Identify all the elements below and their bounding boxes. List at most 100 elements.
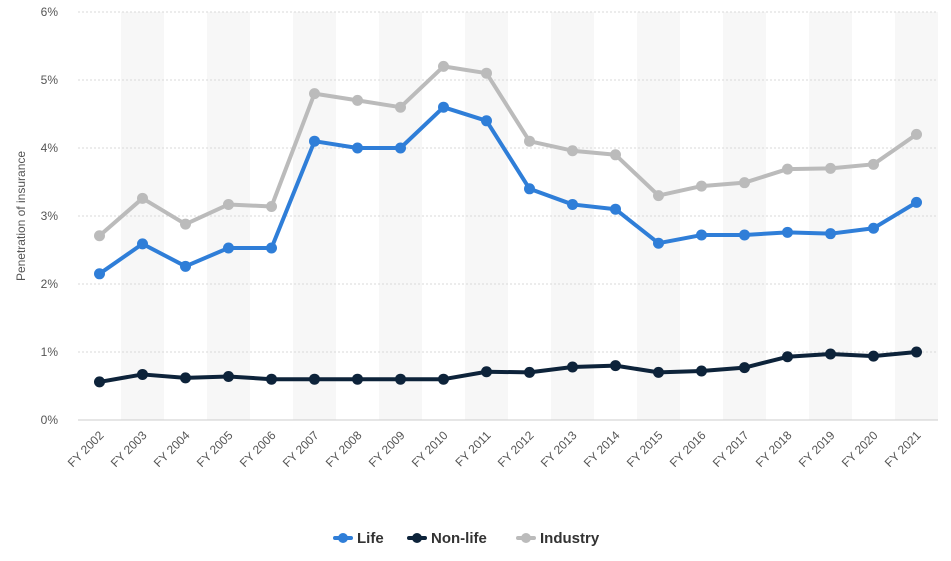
data-point-non-life[interactable] bbox=[782, 351, 793, 363]
data-point-life[interactable] bbox=[94, 268, 105, 280]
x-tick-label: FY 2014 bbox=[581, 428, 623, 470]
y-axis-ticks: 0% 1% 2% 3% 4% 5% 6% bbox=[41, 5, 59, 427]
series-non-life bbox=[94, 346, 922, 388]
data-point-non-life[interactable] bbox=[481, 366, 492, 378]
data-point-non-life[interactable] bbox=[653, 366, 664, 378]
data-point-life[interactable] bbox=[567, 198, 578, 210]
data-point-non-life[interactable] bbox=[352, 373, 363, 385]
x-tick-label: FY 2018 bbox=[753, 428, 795, 470]
x-tick-label: FY 2003 bbox=[108, 428, 150, 470]
data-point-non-life[interactable] bbox=[567, 361, 578, 373]
y-tick-label: 5% bbox=[41, 73, 59, 87]
data-point-industry[interactable] bbox=[137, 192, 148, 204]
data-point-industry[interactable] bbox=[567, 145, 578, 157]
data-point-life[interactable] bbox=[610, 203, 621, 215]
data-point-life[interactable] bbox=[395, 142, 406, 154]
y-axis-title: Penetration of insurance bbox=[14, 151, 28, 281]
x-tick-label: FY 2011 bbox=[452, 428, 493, 469]
data-point-life[interactable] bbox=[524, 183, 535, 195]
legend-item-life[interactable]: Life bbox=[333, 530, 384, 547]
y-tick-label: 3% bbox=[41, 209, 59, 223]
data-point-industry[interactable] bbox=[782, 163, 793, 175]
data-point-life[interactable] bbox=[309, 135, 320, 147]
legend: Life Non-life Industry bbox=[333, 530, 600, 547]
legend-item-industry[interactable]: Industry bbox=[516, 530, 600, 547]
x-tick-label: FY 2012 bbox=[495, 428, 537, 470]
series-group bbox=[94, 60, 922, 388]
data-point-non-life[interactable] bbox=[524, 366, 535, 378]
data-point-industry[interactable] bbox=[481, 67, 492, 79]
series-line-life bbox=[97, 105, 919, 276]
legend-swatch-marker bbox=[338, 533, 348, 543]
x-tick-label: FY 2019 bbox=[796, 428, 838, 470]
series-line-non-life bbox=[97, 350, 919, 384]
y-tick-label: 4% bbox=[41, 141, 59, 155]
data-point-non-life[interactable] bbox=[911, 346, 922, 358]
data-point-industry[interactable] bbox=[739, 177, 750, 189]
data-point-industry[interactable] bbox=[395, 101, 406, 113]
legend-item-non-life[interactable]: Non-life bbox=[407, 530, 487, 547]
x-tick-label: FY 2008 bbox=[323, 428, 365, 470]
data-point-life[interactable] bbox=[352, 142, 363, 154]
data-point-life[interactable] bbox=[223, 242, 234, 254]
data-point-industry[interactable] bbox=[696, 180, 707, 192]
data-point-non-life[interactable] bbox=[266, 373, 277, 385]
x-tick-label: FY 2007 bbox=[280, 428, 322, 470]
x-tick-label: FY 2004 bbox=[151, 428, 193, 470]
data-point-industry[interactable] bbox=[610, 149, 621, 161]
legend-label: Non-life bbox=[431, 530, 487, 547]
x-tick-label: FY 2016 bbox=[667, 428, 709, 470]
data-point-life[interactable] bbox=[782, 226, 793, 238]
x-tick-label: FY 2015 bbox=[624, 428, 666, 470]
data-point-non-life[interactable] bbox=[180, 372, 191, 384]
data-point-life[interactable] bbox=[739, 229, 750, 241]
y-tick-label: 1% bbox=[41, 345, 59, 359]
x-axis-ticks: FY 2002 FY 2003 FY 2004 FY 2005 FY 2006 FY 20… bbox=[65, 428, 924, 470]
data-point-life[interactable] bbox=[868, 222, 879, 234]
data-point-non-life[interactable] bbox=[223, 370, 234, 382]
data-point-non-life[interactable] bbox=[868, 350, 879, 362]
data-point-life[interactable] bbox=[438, 101, 449, 113]
series-life bbox=[94, 101, 922, 280]
gridlines bbox=[78, 11, 938, 421]
data-point-industry[interactable] bbox=[223, 198, 234, 210]
data-point-non-life[interactable] bbox=[825, 348, 836, 360]
series-industry bbox=[94, 60, 922, 242]
data-point-non-life[interactable] bbox=[696, 365, 707, 377]
data-point-non-life[interactable] bbox=[395, 373, 406, 385]
data-point-life[interactable] bbox=[481, 115, 492, 127]
data-point-life[interactable] bbox=[180, 260, 191, 272]
data-point-industry[interactable] bbox=[653, 190, 664, 202]
y-tick-label: 6% bbox=[41, 5, 59, 19]
data-point-non-life[interactable] bbox=[610, 360, 621, 372]
data-point-life[interactable] bbox=[911, 196, 922, 208]
data-point-industry[interactable] bbox=[868, 158, 879, 170]
data-point-non-life[interactable] bbox=[137, 368, 148, 380]
x-tick-label: FY 2010 bbox=[409, 428, 451, 470]
legend-swatch-marker bbox=[412, 533, 422, 543]
data-point-non-life[interactable] bbox=[309, 373, 320, 385]
data-point-life[interactable] bbox=[653, 237, 664, 249]
data-point-industry[interactable] bbox=[352, 94, 363, 106]
data-point-non-life[interactable] bbox=[739, 362, 750, 374]
data-point-industry[interactable] bbox=[309, 88, 320, 100]
legend-label: Industry bbox=[540, 530, 600, 547]
y-tick-label: 2% bbox=[41, 277, 59, 291]
data-point-life[interactable] bbox=[825, 228, 836, 240]
legend-label: Life bbox=[357, 530, 384, 547]
data-point-life[interactable] bbox=[266, 242, 277, 254]
data-point-non-life[interactable] bbox=[438, 373, 449, 385]
data-point-industry[interactable] bbox=[438, 60, 449, 72]
data-point-non-life[interactable] bbox=[94, 376, 105, 388]
data-point-life[interactable] bbox=[696, 229, 707, 241]
x-tick-label: FY 2005 bbox=[194, 428, 236, 470]
data-point-industry[interactable] bbox=[911, 128, 922, 140]
x-tick-label: FY 2013 bbox=[538, 428, 580, 470]
data-point-life[interactable] bbox=[137, 238, 148, 250]
data-point-industry[interactable] bbox=[825, 162, 836, 174]
data-point-industry[interactable] bbox=[94, 230, 105, 242]
data-point-industry[interactable] bbox=[524, 135, 535, 147]
data-point-industry[interactable] bbox=[180, 218, 191, 230]
data-point-industry[interactable] bbox=[266, 200, 277, 212]
